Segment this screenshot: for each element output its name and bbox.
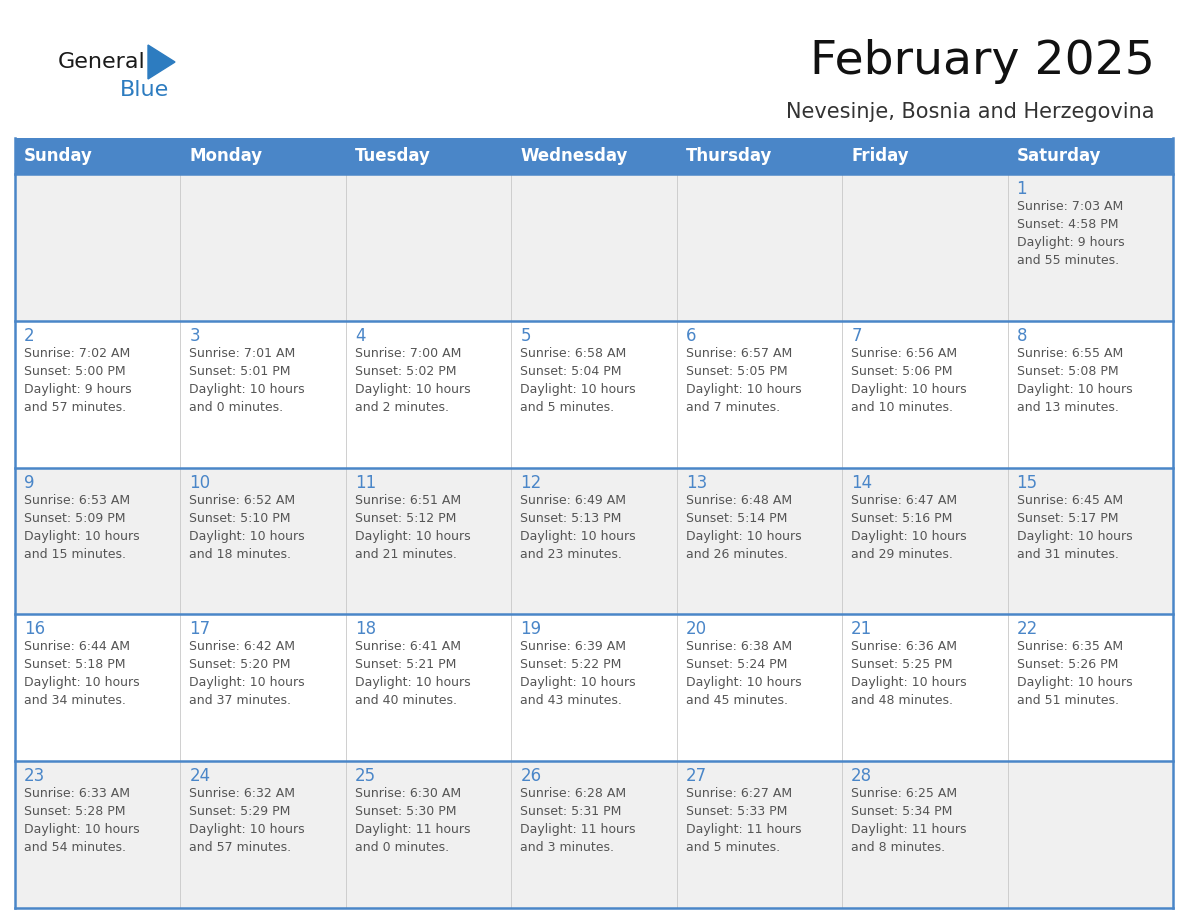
Text: Wednesday: Wednesday <box>520 147 627 165</box>
Bar <box>15 138 181 174</box>
Text: Sunrise: 6:32 AM
Sunset: 5:29 PM
Daylight: 10 hours
and 57 minutes.: Sunrise: 6:32 AM Sunset: 5:29 PM Dayligh… <box>189 788 305 855</box>
Text: General: General <box>58 52 146 72</box>
Text: Sunrise: 6:48 AM
Sunset: 5:14 PM
Daylight: 10 hours
and 26 minutes.: Sunrise: 6:48 AM Sunset: 5:14 PM Dayligh… <box>685 494 802 561</box>
Bar <box>677 138 842 174</box>
Bar <box>1007 138 1173 174</box>
Text: 17: 17 <box>189 621 210 638</box>
Text: 22: 22 <box>1017 621 1038 638</box>
Text: Sunrise: 6:33 AM
Sunset: 5:28 PM
Daylight: 10 hours
and 54 minutes.: Sunrise: 6:33 AM Sunset: 5:28 PM Dayligh… <box>24 788 140 855</box>
Text: 10: 10 <box>189 474 210 492</box>
Text: Blue: Blue <box>120 80 169 100</box>
Text: 12: 12 <box>520 474 542 492</box>
Text: 21: 21 <box>851 621 872 638</box>
Text: 3: 3 <box>189 327 200 345</box>
Bar <box>511 138 677 174</box>
Text: 7: 7 <box>851 327 861 345</box>
Bar <box>346 138 511 174</box>
Text: Sunrise: 6:49 AM
Sunset: 5:13 PM
Daylight: 10 hours
and 23 minutes.: Sunrise: 6:49 AM Sunset: 5:13 PM Dayligh… <box>520 494 636 561</box>
Text: Sunrise: 6:35 AM
Sunset: 5:26 PM
Daylight: 10 hours
and 51 minutes.: Sunrise: 6:35 AM Sunset: 5:26 PM Dayligh… <box>1017 641 1132 708</box>
Text: Monday: Monday <box>189 147 263 165</box>
Text: Saturday: Saturday <box>1017 147 1101 165</box>
Text: Sunrise: 6:52 AM
Sunset: 5:10 PM
Daylight: 10 hours
and 18 minutes.: Sunrise: 6:52 AM Sunset: 5:10 PM Dayligh… <box>189 494 305 561</box>
Text: Thursday: Thursday <box>685 147 772 165</box>
Text: Nevesinje, Bosnia and Herzegovina: Nevesinje, Bosnia and Herzegovina <box>786 102 1155 122</box>
Text: 11: 11 <box>355 474 377 492</box>
Text: Sunrise: 6:44 AM
Sunset: 5:18 PM
Daylight: 10 hours
and 34 minutes.: Sunrise: 6:44 AM Sunset: 5:18 PM Dayligh… <box>24 641 140 708</box>
Text: Sunrise: 6:30 AM
Sunset: 5:30 PM
Daylight: 11 hours
and 0 minutes.: Sunrise: 6:30 AM Sunset: 5:30 PM Dayligh… <box>355 788 470 855</box>
Text: 14: 14 <box>851 474 872 492</box>
Text: Sunrise: 6:36 AM
Sunset: 5:25 PM
Daylight: 10 hours
and 48 minutes.: Sunrise: 6:36 AM Sunset: 5:25 PM Dayligh… <box>851 641 967 708</box>
Text: 23: 23 <box>24 767 45 785</box>
Bar <box>15 174 1173 320</box>
Text: Sunrise: 6:45 AM
Sunset: 5:17 PM
Daylight: 10 hours
and 31 minutes.: Sunrise: 6:45 AM Sunset: 5:17 PM Dayligh… <box>1017 494 1132 561</box>
Text: Sunrise: 6:39 AM
Sunset: 5:22 PM
Daylight: 10 hours
and 43 minutes.: Sunrise: 6:39 AM Sunset: 5:22 PM Dayligh… <box>520 641 636 708</box>
Text: 25: 25 <box>355 767 375 785</box>
Text: Sunrise: 6:51 AM
Sunset: 5:12 PM
Daylight: 10 hours
and 21 minutes.: Sunrise: 6:51 AM Sunset: 5:12 PM Dayligh… <box>355 494 470 561</box>
Text: 9: 9 <box>24 474 34 492</box>
Text: 15: 15 <box>1017 474 1037 492</box>
Text: 18: 18 <box>355 621 375 638</box>
Text: 5: 5 <box>520 327 531 345</box>
Text: Sunrise: 6:55 AM
Sunset: 5:08 PM
Daylight: 10 hours
and 13 minutes.: Sunrise: 6:55 AM Sunset: 5:08 PM Dayligh… <box>1017 347 1132 414</box>
Text: Friday: Friday <box>851 147 909 165</box>
Text: Sunrise: 7:02 AM
Sunset: 5:00 PM
Daylight: 9 hours
and 57 minutes.: Sunrise: 7:02 AM Sunset: 5:00 PM Dayligh… <box>24 347 132 414</box>
Text: 8: 8 <box>1017 327 1028 345</box>
Text: Sunrise: 7:00 AM
Sunset: 5:02 PM
Daylight: 10 hours
and 2 minutes.: Sunrise: 7:00 AM Sunset: 5:02 PM Dayligh… <box>355 347 470 414</box>
Text: Sunrise: 6:47 AM
Sunset: 5:16 PM
Daylight: 10 hours
and 29 minutes.: Sunrise: 6:47 AM Sunset: 5:16 PM Dayligh… <box>851 494 967 561</box>
Text: February 2025: February 2025 <box>810 39 1155 84</box>
Text: Sunrise: 6:57 AM
Sunset: 5:05 PM
Daylight: 10 hours
and 7 minutes.: Sunrise: 6:57 AM Sunset: 5:05 PM Dayligh… <box>685 347 802 414</box>
Text: Sunrise: 6:25 AM
Sunset: 5:34 PM
Daylight: 11 hours
and 8 minutes.: Sunrise: 6:25 AM Sunset: 5:34 PM Dayligh… <box>851 788 967 855</box>
Text: 19: 19 <box>520 621 542 638</box>
Text: Tuesday: Tuesday <box>355 147 431 165</box>
Bar <box>842 138 1007 174</box>
Text: Sunrise: 6:41 AM
Sunset: 5:21 PM
Daylight: 10 hours
and 40 minutes.: Sunrise: 6:41 AM Sunset: 5:21 PM Dayligh… <box>355 641 470 708</box>
Text: 26: 26 <box>520 767 542 785</box>
Text: Sunrise: 6:53 AM
Sunset: 5:09 PM
Daylight: 10 hours
and 15 minutes.: Sunrise: 6:53 AM Sunset: 5:09 PM Dayligh… <box>24 494 140 561</box>
Text: Sunrise: 6:38 AM
Sunset: 5:24 PM
Daylight: 10 hours
and 45 minutes.: Sunrise: 6:38 AM Sunset: 5:24 PM Dayligh… <box>685 641 802 708</box>
Text: 2: 2 <box>24 327 34 345</box>
Text: 6: 6 <box>685 327 696 345</box>
Text: 13: 13 <box>685 474 707 492</box>
Text: 24: 24 <box>189 767 210 785</box>
Text: Sunrise: 7:03 AM
Sunset: 4:58 PM
Daylight: 9 hours
and 55 minutes.: Sunrise: 7:03 AM Sunset: 4:58 PM Dayligh… <box>1017 200 1124 267</box>
Text: 4: 4 <box>355 327 366 345</box>
Text: 1: 1 <box>1017 180 1028 198</box>
Text: Sunrise: 6:27 AM
Sunset: 5:33 PM
Daylight: 11 hours
and 5 minutes.: Sunrise: 6:27 AM Sunset: 5:33 PM Dayligh… <box>685 788 801 855</box>
Text: Sunday: Sunday <box>24 147 93 165</box>
Bar <box>15 467 1173 614</box>
Text: 28: 28 <box>851 767 872 785</box>
Text: 27: 27 <box>685 767 707 785</box>
Polygon shape <box>148 45 175 79</box>
Bar <box>15 761 1173 908</box>
Text: Sunrise: 6:28 AM
Sunset: 5:31 PM
Daylight: 11 hours
and 3 minutes.: Sunrise: 6:28 AM Sunset: 5:31 PM Dayligh… <box>520 788 636 855</box>
Bar <box>15 614 1173 761</box>
Bar <box>15 320 1173 467</box>
Text: Sunrise: 6:56 AM
Sunset: 5:06 PM
Daylight: 10 hours
and 10 minutes.: Sunrise: 6:56 AM Sunset: 5:06 PM Dayligh… <box>851 347 967 414</box>
Text: 20: 20 <box>685 621 707 638</box>
Bar <box>181 138 346 174</box>
Text: Sunrise: 6:58 AM
Sunset: 5:04 PM
Daylight: 10 hours
and 5 minutes.: Sunrise: 6:58 AM Sunset: 5:04 PM Dayligh… <box>520 347 636 414</box>
Text: Sunrise: 7:01 AM
Sunset: 5:01 PM
Daylight: 10 hours
and 0 minutes.: Sunrise: 7:01 AM Sunset: 5:01 PM Dayligh… <box>189 347 305 414</box>
Text: 16: 16 <box>24 621 45 638</box>
Text: Sunrise: 6:42 AM
Sunset: 5:20 PM
Daylight: 10 hours
and 37 minutes.: Sunrise: 6:42 AM Sunset: 5:20 PM Dayligh… <box>189 641 305 708</box>
